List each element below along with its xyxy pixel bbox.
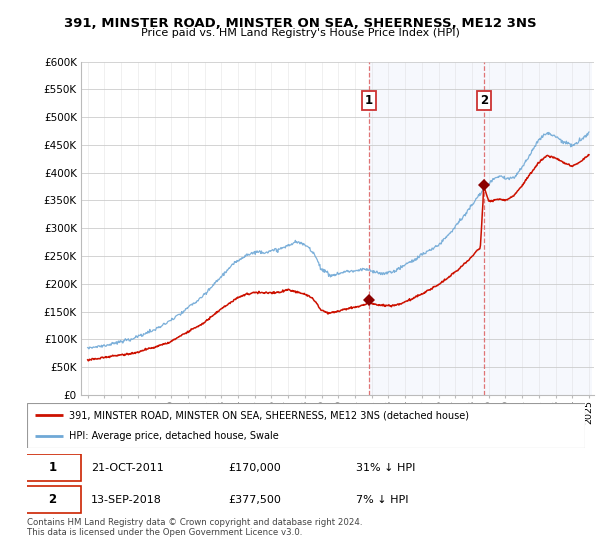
Text: 391, MINSTER ROAD, MINSTER ON SEA, SHEERNESS, ME12 3NS (detached house): 391, MINSTER ROAD, MINSTER ON SEA, SHEER… <box>69 410 469 421</box>
Text: Contains HM Land Registry data © Crown copyright and database right 2024.
This d: Contains HM Land Registry data © Crown c… <box>27 518 362 538</box>
Text: 1: 1 <box>49 461 57 474</box>
Text: 2: 2 <box>49 493 57 506</box>
FancyBboxPatch shape <box>24 486 81 514</box>
Text: £377,500: £377,500 <box>228 495 281 505</box>
Text: 391, MINSTER ROAD, MINSTER ON SEA, SHEERNESS, ME12 3NS: 391, MINSTER ROAD, MINSTER ON SEA, SHEER… <box>64 17 536 30</box>
Text: 7% ↓ HPI: 7% ↓ HPI <box>356 495 409 505</box>
Text: £170,000: £170,000 <box>228 463 281 473</box>
Text: 21-OCT-2011: 21-OCT-2011 <box>91 463 164 473</box>
FancyBboxPatch shape <box>24 454 81 481</box>
Text: Price paid vs. HM Land Registry's House Price Index (HPI): Price paid vs. HM Land Registry's House … <box>140 28 460 38</box>
FancyBboxPatch shape <box>27 403 585 448</box>
Text: 2: 2 <box>480 94 488 107</box>
Text: 1: 1 <box>365 94 373 107</box>
Text: HPI: Average price, detached house, Swale: HPI: Average price, detached house, Swal… <box>69 431 278 441</box>
Text: 13-SEP-2018: 13-SEP-2018 <box>91 495 162 505</box>
Text: 31% ↓ HPI: 31% ↓ HPI <box>356 463 416 473</box>
Bar <box>369 62 592 395</box>
